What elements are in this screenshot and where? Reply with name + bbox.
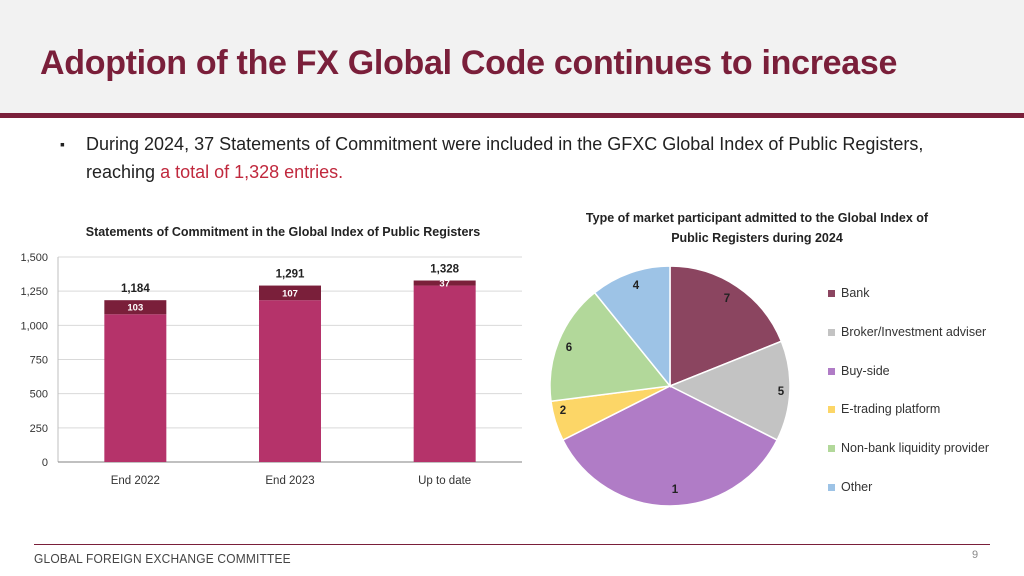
y-tick-label: 250 — [30, 423, 48, 435]
pie-slice — [668, 340, 791, 442]
legend-label: Broker/Investment adviser — [841, 324, 987, 339]
legend-label: E-trading platform — [841, 402, 941, 417]
header-rule — [0, 113, 1024, 118]
legend-swatch — [828, 484, 835, 491]
bar-total-label: 1,184 — [121, 283, 150, 295]
legend-swatch — [828, 406, 835, 414]
pie-slice-label: 5 — [778, 386, 785, 398]
bar-segment — [413, 285, 476, 462]
y-tick-label: 1,000 — [20, 320, 48, 332]
legend-label: Other — [841, 480, 873, 494]
bar-chart-title: Statements of Commitment in the Global I… — [86, 225, 481, 239]
pie-slice-label: 6 — [566, 342, 572, 354]
bar-segment — [104, 300, 167, 315]
bar-segment-label: 107 — [282, 288, 298, 299]
legend-item: Other — [828, 478, 1018, 498]
pie-chart-title-line1: Type of market participant admitted to t… — [586, 211, 929, 225]
x-category-label: End 2022 — [111, 475, 160, 487]
pie-slice-label: 2 — [560, 405, 566, 417]
y-tick-label: 750 — [30, 355, 48, 367]
legend-label: Non-bank liquidity provider — [841, 441, 989, 456]
pie-slice-label: 1 — [672, 484, 679, 496]
legend-swatch — [828, 445, 835, 453]
x-category-label: End 2023 — [265, 475, 314, 487]
bar-segment — [104, 314, 167, 462]
footer-committee-name: GLOBAL FOREIGN EXCHANGE COMMITTEE — [34, 551, 291, 566]
bullet-text: During 2024, 37 Statements of Commitment… — [86, 130, 986, 186]
bullet-marker: ▪ — [60, 136, 65, 152]
legend-item: Broker/Investment adviser — [828, 323, 1018, 343]
pie-slice-label: 4 — [633, 280, 640, 292]
legend-label: Buy-side — [841, 363, 890, 378]
legend-swatch — [828, 290, 835, 297]
pie-slice — [561, 385, 779, 507]
legend-item: Non-bank liquidity provider — [828, 439, 1018, 459]
bullet-text-highlight: a total of 1,328 entries. — [160, 162, 344, 182]
pie-slice — [549, 291, 672, 403]
bar-segment — [259, 285, 321, 301]
bar-segment — [413, 280, 476, 286]
slide-title: Adoption of the FX Global Code continues… — [40, 44, 898, 82]
pie-slice — [593, 265, 671, 389]
y-tick-label: 1,250 — [20, 286, 48, 298]
bar-segment-label: 103 — [127, 303, 143, 314]
legend-item: Buy-side — [828, 362, 1018, 382]
page-number: 9 — [972, 549, 979, 561]
pie-chart-title-line2: Public Registers during 2024 — [671, 231, 843, 245]
legend-item: Bank — [828, 284, 1018, 304]
footer-rule — [34, 544, 990, 545]
legend-label: Bank — [841, 286, 870, 300]
bar-total-label: 1,291 — [276, 269, 305, 281]
x-category-label: Up to date — [418, 475, 471, 487]
legend-item: E-trading platform — [828, 400, 1018, 420]
y-tick-label: 0 — [42, 457, 48, 469]
header-band — [0, 0, 1024, 114]
pie-slice — [669, 265, 783, 388]
legend-swatch — [828, 328, 835, 336]
bar-total-label: 1,328 — [430, 264, 459, 276]
bullet-text-main: During 2024, 37 Statements of Commitment… — [86, 134, 924, 182]
bar-segment-label: 37 — [439, 279, 450, 290]
y-tick-label: 1,500 — [20, 252, 48, 264]
pie-slice-label: 7 — [724, 293, 730, 305]
y-tick-label: 500 — [30, 389, 48, 401]
bar-segment — [259, 300, 321, 462]
legend-swatch — [828, 367, 835, 375]
